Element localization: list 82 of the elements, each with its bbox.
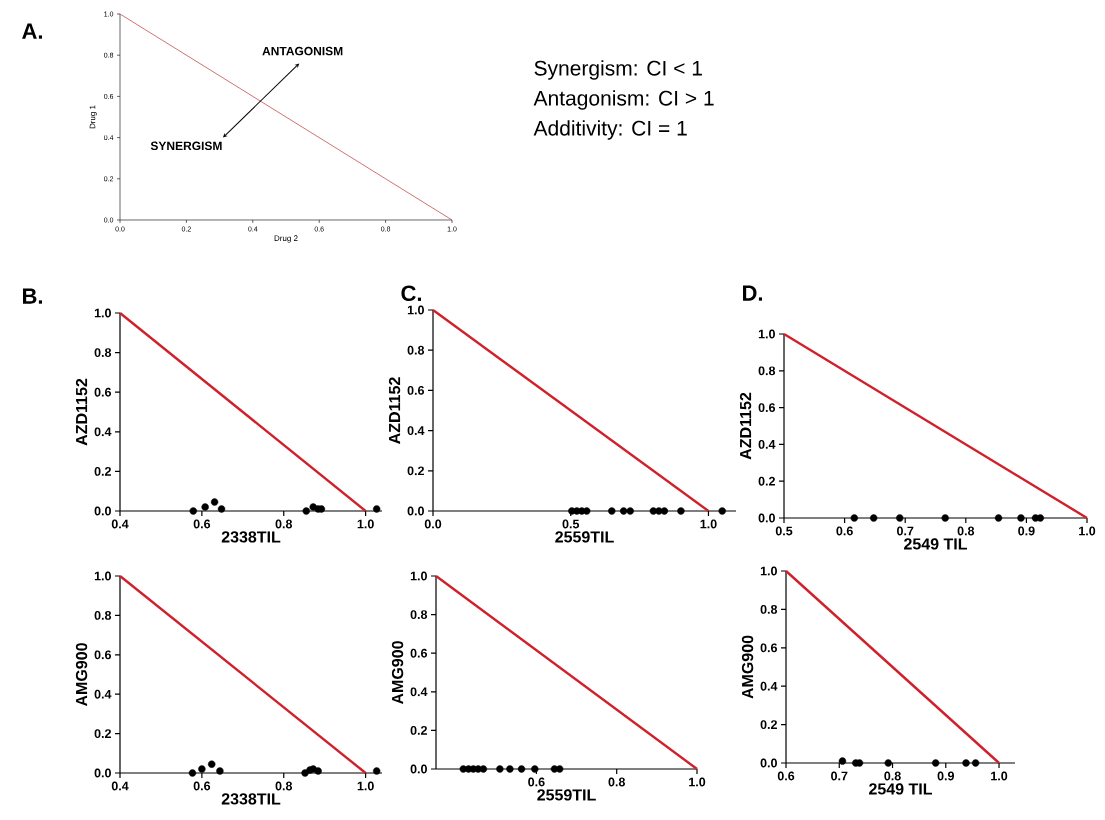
x-tick-label: 1.0 <box>357 519 374 529</box>
y-tick-label: 0.0 <box>760 758 777 768</box>
x-axis-title: 2559TIL <box>537 789 596 801</box>
y-tick-label: 0.4 <box>758 439 776 449</box>
y-tick-label: 0.8 <box>760 604 778 614</box>
y-tick-label: 1.0 <box>407 305 424 315</box>
y-tick-label: 1.0 <box>760 566 777 576</box>
y-tick-label: 0.6 <box>407 385 425 395</box>
y-tick-label: 0.8 <box>94 348 112 358</box>
x-tick-label: 1.0 <box>1079 526 1096 536</box>
y-tick-label: 0.2 <box>94 466 111 476</box>
x-tick-label: 0.0 <box>424 519 442 529</box>
y-tick-label: 0.0 <box>407 506 424 516</box>
y-tick-label: 0.4 <box>94 689 112 699</box>
y-tick-label: 0.4 <box>760 681 778 691</box>
y-tick-label: 0.8 <box>410 610 428 620</box>
x-tick-label: 0.8 <box>957 526 975 536</box>
chart-title: C. <box>401 285 422 302</box>
y-tick-label: 0.6 <box>758 403 776 413</box>
y-tick-label: 1.0 <box>94 308 111 318</box>
x-axis-title: 2338TIL <box>221 793 281 805</box>
y-tick-label: 0.0 <box>94 506 111 516</box>
x-tick-label: 0.7 <box>897 526 914 536</box>
text: Additivity: CI = 1 <box>533 120 687 140</box>
y-tick-label: 0.8 <box>758 366 776 376</box>
x-tick-label: 0.5 <box>562 519 580 529</box>
y-tick-label: 0.2 <box>407 466 424 476</box>
x-tick-label: 0.5 <box>775 526 793 536</box>
y-tick-label: 0.6 <box>410 648 428 658</box>
x-tick-label: 1.0 <box>689 777 706 787</box>
y-tick-label: 0.8 <box>94 610 112 620</box>
y-tick-label: 0.0 <box>410 764 427 774</box>
chart-title: D. <box>743 285 763 301</box>
y-tick-label: 0.8 <box>407 345 425 355</box>
x-tick-label: 0.8 <box>884 771 901 781</box>
x-tick-label: 0.6 <box>528 777 545 787</box>
y-tick-label: 0.2 <box>758 476 775 486</box>
y-axis-title: AZD1152 <box>75 378 88 446</box>
x-tick-label: 1.0 <box>357 781 374 791</box>
x-axis-title: Drug 2 <box>274 235 298 243</box>
y-tick-label: 0.4 <box>407 426 425 436</box>
y-tick-label: 0.6 <box>94 650 112 660</box>
y-tick-label: 0.4 <box>94 427 112 437</box>
y-axis-title: AMG900 <box>391 641 404 705</box>
x-axis-title: 2549 TIL <box>904 538 968 550</box>
y-axis-title: Drug 1 <box>89 105 97 129</box>
x-tick-label: 0.9 <box>937 771 954 781</box>
x-tick-label: 0.8 <box>275 519 293 529</box>
x-axis-title: 2559TIL <box>555 531 614 543</box>
y-axis-title: AMG900 <box>741 635 754 699</box>
x-tick-label: 0.7 <box>831 771 848 781</box>
y-tick-label: 0.4 <box>410 687 428 697</box>
y-tick-label: 1.0 <box>94 571 111 581</box>
y-axis-title: AZD1152 <box>388 377 401 444</box>
x-axis-title: 2338TIL <box>221 531 281 543</box>
text: Antagonism: CI > 1 <box>533 90 714 110</box>
annotation: ANTAGONISM <box>262 46 343 56</box>
annotation: SYNERGISM <box>150 141 222 151</box>
y-tick-label: 0.2 <box>410 725 427 735</box>
y-axis-title: AMG900 <box>75 643 88 707</box>
x-axis-title: 2549 TIL <box>869 783 933 795</box>
text: Synergism: CI < 1 <box>534 60 702 80</box>
y-tick-label: 0.2 <box>760 720 777 730</box>
x-tick-label: 0.6 <box>193 781 211 791</box>
x-tick-label: 0.9 <box>1018 526 1035 536</box>
chart-title: A. <box>22 23 43 39</box>
x-tick-label: 0.4 <box>111 519 129 529</box>
y-tick-label: 0.2 <box>94 729 111 739</box>
y-tick-label: 0.6 <box>760 643 778 653</box>
x-tick-label: 0.4 <box>111 781 129 791</box>
x-tick-label: 0.6 <box>836 526 853 536</box>
y-tick-label: 0.6 <box>94 387 112 397</box>
x-tick-label: 0.6 <box>777 771 795 781</box>
x-tick-label: 0.8 <box>608 777 626 787</box>
chart-title: B. <box>23 288 43 304</box>
y-tick-label: 1.0 <box>410 571 427 581</box>
x-tick-label: 0.8 <box>275 781 293 791</box>
x-tick-label: 0.6 <box>193 519 211 529</box>
y-tick-label: 1.0 <box>758 329 775 339</box>
y-axis-title: AZD1152 <box>739 392 752 460</box>
x-tick-label: 1.0 <box>700 519 717 529</box>
x-tick-label: 1.0 <box>991 771 1008 781</box>
